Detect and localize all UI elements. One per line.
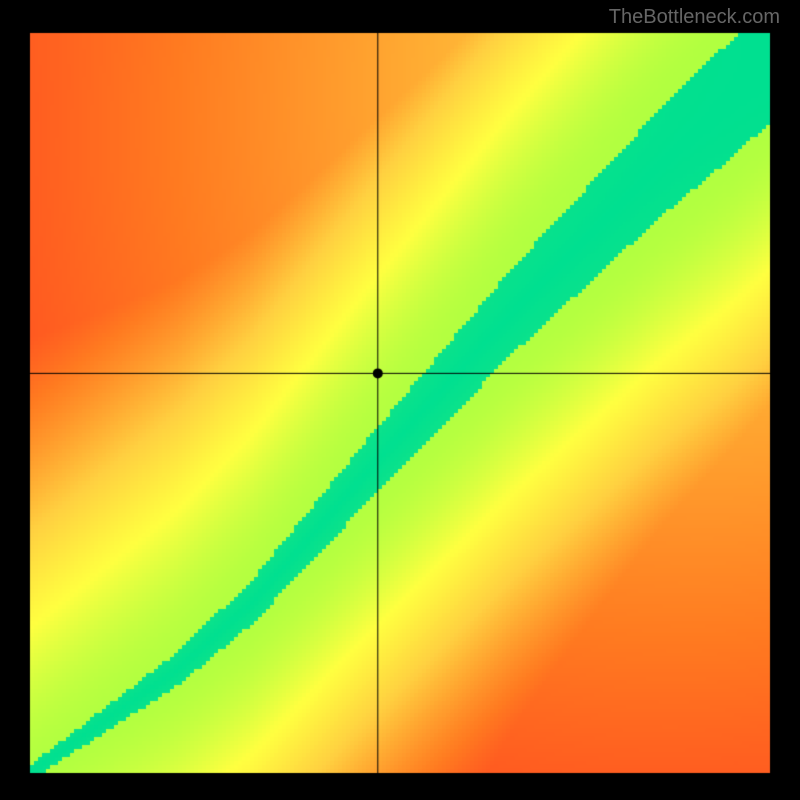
watermark-text: TheBottleneck.com [609,6,780,29]
bottleneck-heatmap [0,0,800,800]
chart-container: TheBottleneck.com [0,0,800,800]
